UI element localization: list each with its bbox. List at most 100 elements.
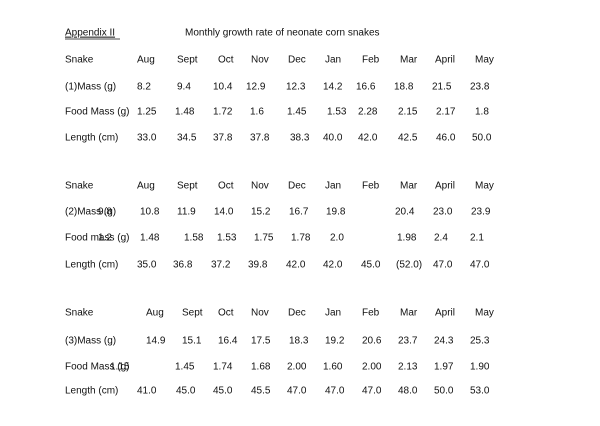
cell-value: 11.9	[177, 207, 196, 218]
cell-value: (52.0)	[396, 260, 422, 271]
column-header: Sept	[182, 308, 203, 319]
cell-value: 2.0	[330, 233, 344, 244]
column-header: Dec	[288, 181, 306, 192]
column-header: Aug	[137, 55, 155, 66]
cell-value: 42.0	[323, 260, 343, 271]
cell-value: 37.8	[213, 133, 233, 144]
cell-value: 14.2	[323, 82, 343, 93]
row-label: (3)Mass (g)	[65, 336, 116, 347]
column-header: Oct	[218, 308, 234, 319]
cell-value: 23.9	[471, 207, 491, 218]
column-header: April	[435, 308, 455, 319]
cell-value: 50.0	[472, 133, 492, 144]
column-header: Dec	[288, 308, 306, 319]
cell-value: 19.2	[325, 336, 345, 347]
cell-value: 38.3	[290, 133, 310, 144]
cell-value: 34.5	[177, 133, 197, 144]
cell-value: 35.0	[137, 260, 157, 271]
column-header: Aug	[146, 308, 164, 319]
cell-value: 10.8	[140, 207, 160, 218]
column-header: Snake	[65, 55, 94, 66]
cell-value: 37.8	[250, 133, 270, 144]
cell-value: 10.4	[213, 82, 233, 93]
cell-value: 23.7	[398, 336, 418, 347]
cell-value: 1.2	[98, 233, 112, 244]
cell-value: 50.0	[434, 386, 454, 397]
cell-value: 1.68	[251, 362, 271, 373]
cell-value: 47.0	[470, 260, 490, 271]
column-header: Feb	[362, 181, 380, 192]
cell-value: 9.8	[98, 207, 112, 218]
column-header: Sept	[177, 55, 198, 66]
cell-value: 1.74	[213, 362, 233, 373]
column-header: April	[435, 55, 455, 66]
cell-value: 23.8	[470, 82, 490, 93]
cell-value: 45.0	[361, 260, 381, 271]
cell-value: 41.0	[137, 386, 157, 397]
cell-value: 39.8	[248, 260, 268, 271]
cell-value: 18.3	[289, 336, 309, 347]
cell-value: 23.0	[433, 207, 453, 218]
row-label: Food Mass (g)	[65, 362, 129, 373]
column-header: Feb	[362, 55, 380, 66]
cell-value: 15.2	[251, 207, 271, 218]
cell-value: 2.00	[287, 362, 307, 373]
cell-value: 1.60	[323, 362, 343, 373]
column-header: Jan	[325, 55, 341, 66]
cell-value: 1.45	[287, 107, 307, 118]
cell-value: 2.15	[398, 107, 418, 118]
cell-value: 2.00	[362, 362, 382, 373]
cell-value: 47.0	[287, 386, 307, 397]
column-header: Snake	[65, 308, 94, 319]
cell-value: 14.9	[146, 336, 166, 347]
cell-value: 45.5	[251, 386, 271, 397]
cell-value: 2.28	[358, 107, 378, 118]
row-label: Food Mass (g)	[65, 107, 129, 118]
cell-value: 17.5	[251, 336, 271, 347]
column-header: April	[435, 181, 455, 192]
cell-value: 2.13	[398, 362, 418, 373]
cell-value: 40.0	[323, 133, 343, 144]
row-label: Length (cm)	[65, 260, 118, 271]
cell-value: 48.0	[398, 386, 418, 397]
column-header: Mar	[400, 55, 418, 66]
column-header: Mar	[400, 308, 418, 319]
column-header: Nov	[251, 308, 269, 319]
column-header: Oct	[218, 181, 234, 192]
row-label: Length (cm)	[65, 133, 118, 144]
cell-value: 1.48	[175, 107, 195, 118]
cell-value: 12.9	[246, 82, 266, 93]
cell-value: 1.53	[327, 107, 347, 118]
column-header: Jan	[325, 308, 341, 319]
cell-value: 25.3	[470, 336, 490, 347]
cell-value: 1.97	[434, 362, 454, 373]
column-header: May	[475, 181, 494, 192]
column-header: May	[475, 55, 494, 66]
cell-value: 15.1	[182, 336, 202, 347]
column-header: Mar	[400, 181, 418, 192]
cell-value: 21.5	[432, 82, 452, 93]
cell-value: 1.75	[254, 233, 274, 244]
cell-value: 9.4	[177, 82, 191, 93]
cell-value: 47.0	[362, 386, 382, 397]
column-header: Aug	[137, 181, 155, 192]
cell-value: 16.4	[218, 336, 238, 347]
cell-value: 2.4	[434, 233, 448, 244]
cell-value: 19.8	[326, 207, 346, 218]
cell-value: 45.0	[176, 386, 196, 397]
cell-value: 1.72	[213, 107, 233, 118]
doc-title: Monthly growth rate of neonate corn snak…	[185, 28, 380, 39]
column-header: Dec	[288, 55, 306, 66]
column-header: Feb	[362, 308, 380, 319]
cell-value: 14.0	[214, 207, 234, 218]
cell-value: 36.8	[173, 260, 193, 271]
cell-value: 1.78	[291, 233, 311, 244]
cell-value: 1.58	[184, 233, 204, 244]
cell-value: 33.0	[137, 133, 157, 144]
row-label: Food mass (g)	[65, 233, 129, 244]
cell-value: 1.98	[397, 233, 417, 244]
cell-value: 47.0	[433, 260, 453, 271]
cell-value: 24.3	[434, 336, 454, 347]
cell-value: 53.0	[470, 386, 490, 397]
